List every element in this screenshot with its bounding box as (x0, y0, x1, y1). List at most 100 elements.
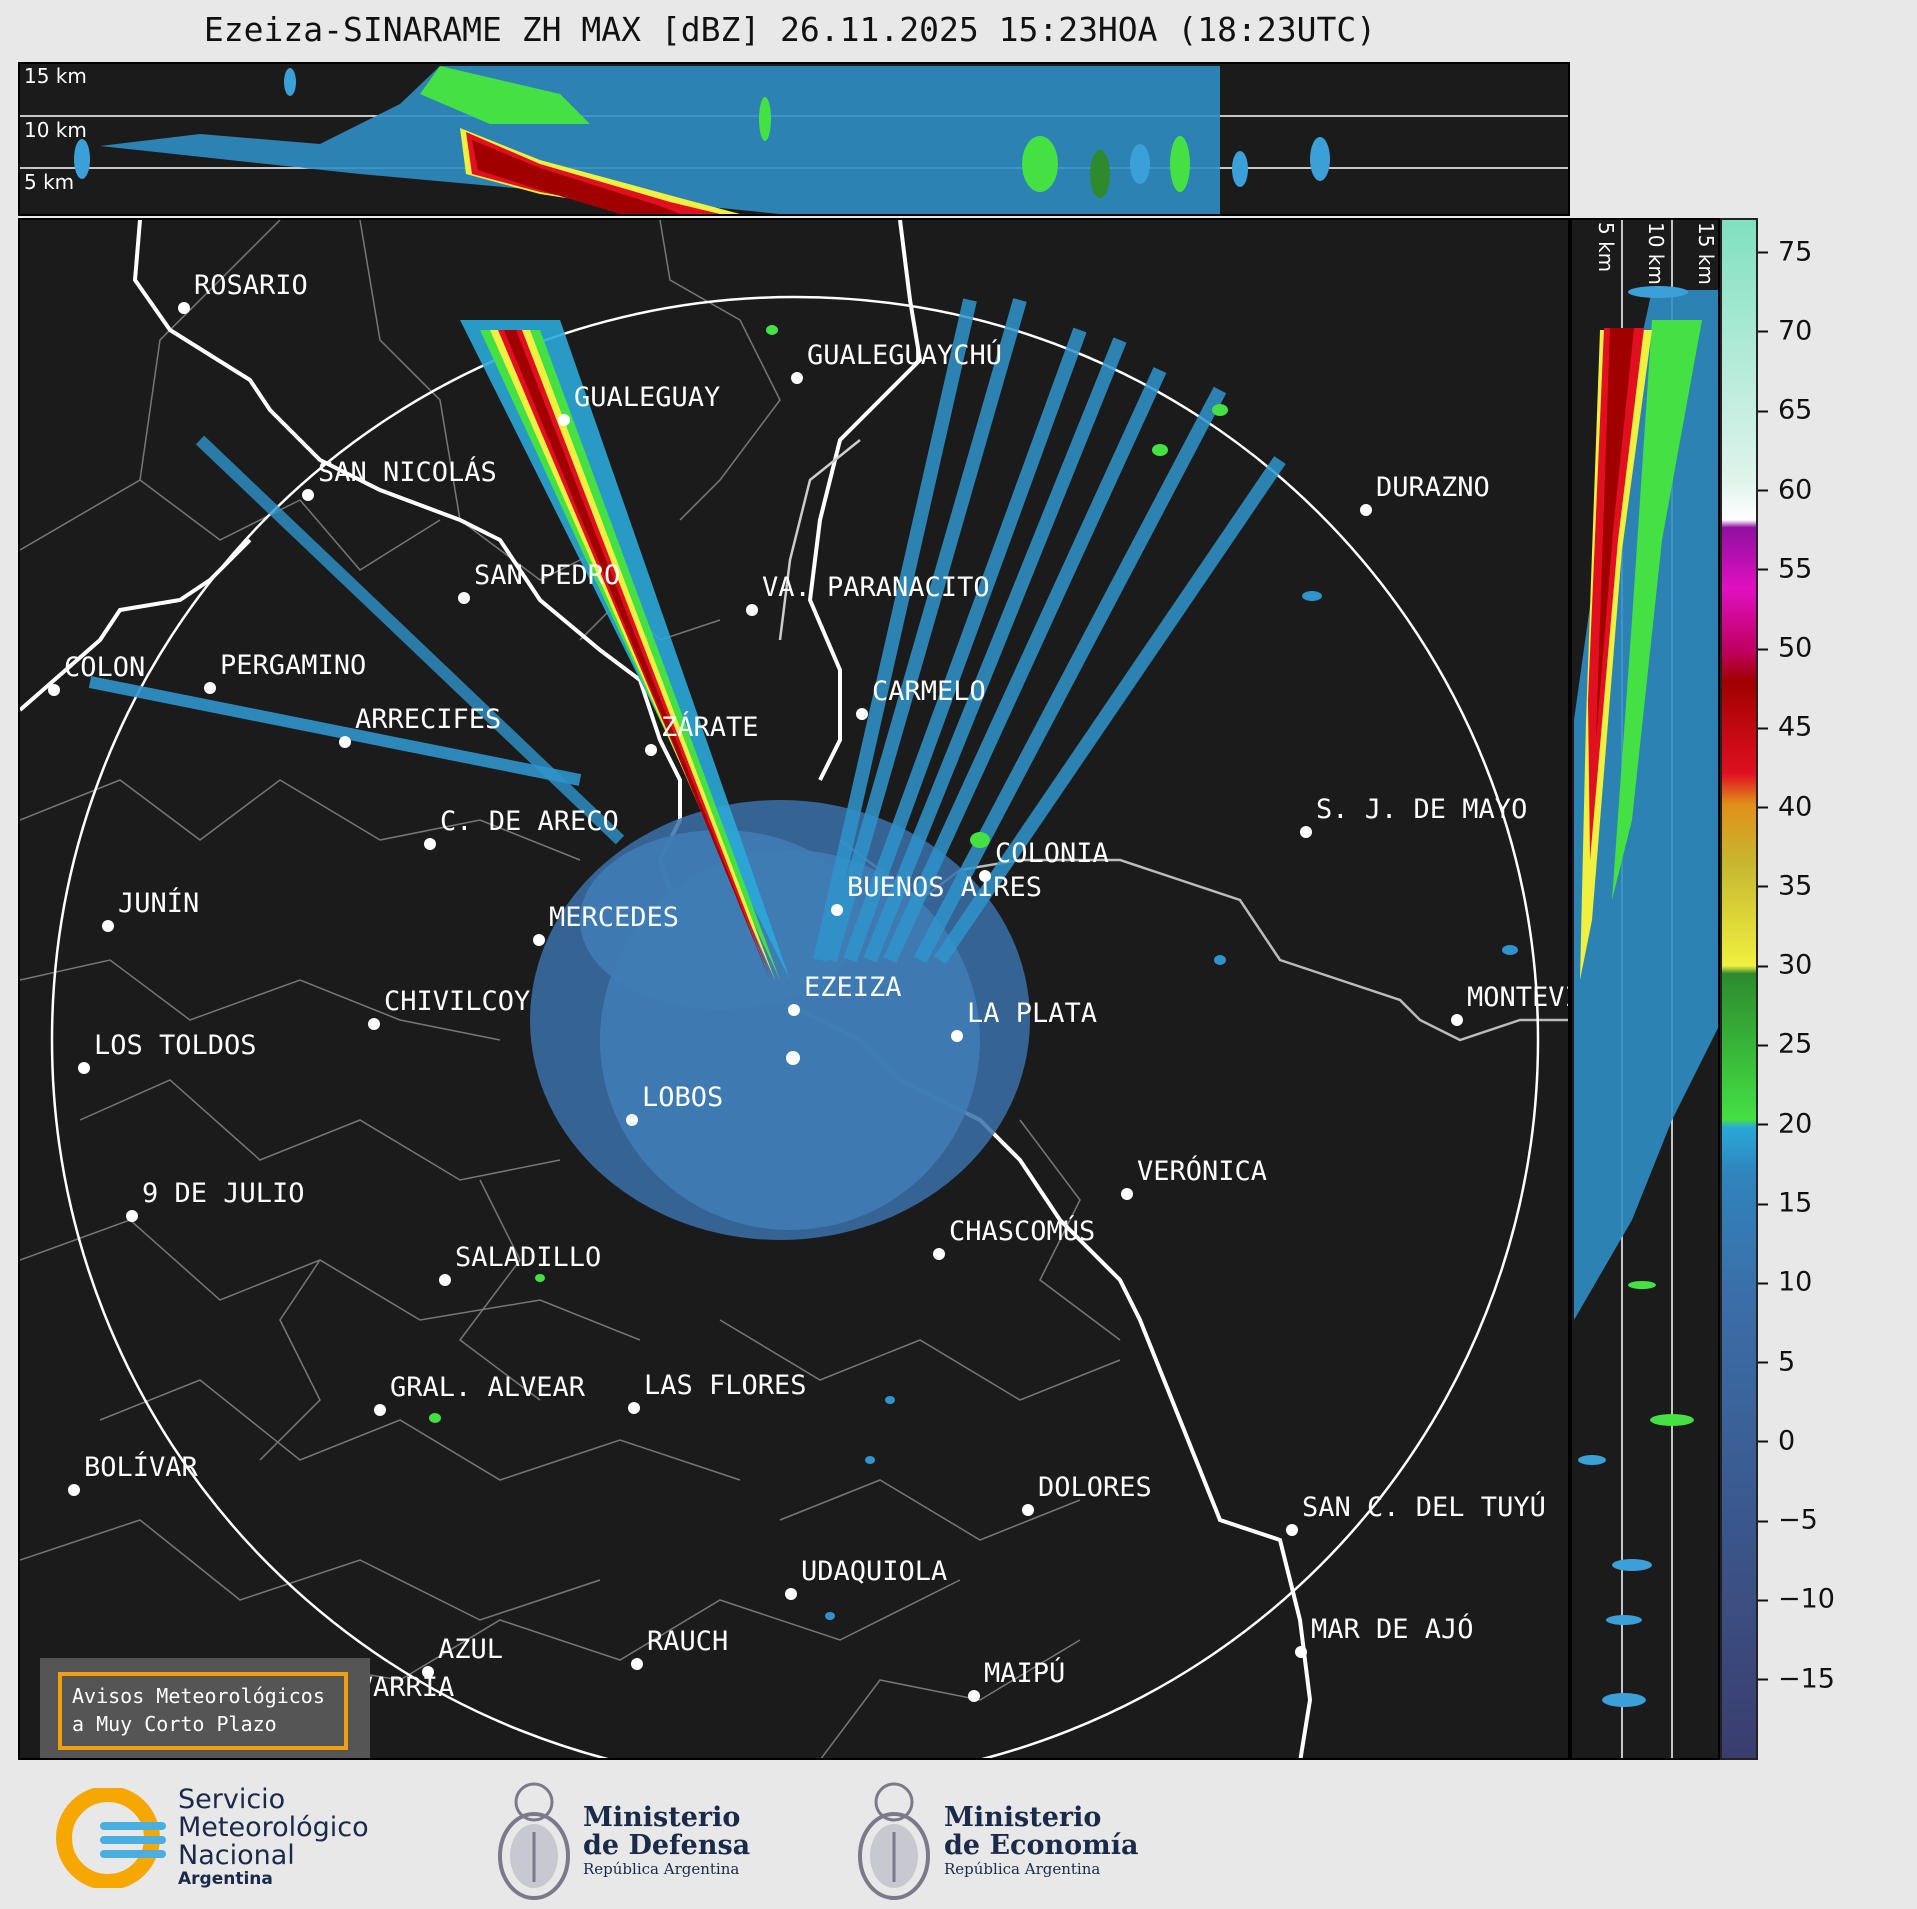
city-label: DURAZNO (1376, 472, 1490, 503)
city-dot (968, 1690, 980, 1702)
colorbar-tick-label: −10 (1758, 1584, 1835, 1615)
city-dot (785, 1588, 797, 1600)
right-echo-core (1580, 328, 1652, 980)
city-dot (374, 1404, 386, 1416)
radar-map-panel: ROSARIO GUALEGUAYCHÚ GUALEGUAY SAN NICOLÁS D… (18, 218, 1570, 1760)
city-dot (458, 592, 470, 604)
city-label: CARMELO (872, 676, 986, 707)
city-dot (1300, 826, 1312, 838)
economia-line1: Ministerio (944, 1802, 1102, 1833)
city-dot (1451, 1014, 1463, 1026)
city-label: GUALEGUAY (574, 382, 721, 413)
city-dot (979, 870, 991, 882)
city-label: JUNÍN (118, 888, 200, 919)
city-label: GUALEGUAYCHÚ (807, 340, 1003, 371)
city-label: MONTEVIDEO (1467, 982, 1568, 1013)
uruguay-river (807, 220, 923, 781)
city-dot (178, 302, 190, 314)
economia-seal (854, 1774, 934, 1904)
city-dot (302, 489, 314, 501)
city-label: COLONIA (995, 838, 1109, 869)
city-dot (68, 1484, 80, 1496)
radar-echo-nw-beam (195, 435, 625, 845)
colorbar-tick-label: 15 (1758, 1188, 1812, 1219)
uruguay-river-branch (778, 439, 861, 641)
chart-title: Ezeiza-SINARAME ZH MAX [dBZ] 26.11.2025 … (203, 10, 1377, 49)
city-dot (791, 372, 803, 384)
colorbar-tick-label: −15 (1758, 1663, 1835, 1694)
defensa-line3: República Argentina (583, 1860, 740, 1878)
city-label: ZÁRATE (661, 712, 759, 743)
city-dot (126, 1210, 138, 1222)
right-echo-green (1612, 320, 1702, 1426)
colorbar-tick-label: 25 (1758, 1029, 1812, 1060)
city-dot (558, 414, 570, 426)
city-label: PERGAMINO (220, 650, 367, 681)
smn-line3: Nacional (178, 1840, 295, 1871)
city-dot (1295, 1646, 1307, 1658)
city-dot (631, 1658, 643, 1670)
top-echo-green (420, 66, 1190, 198)
right-cross-section-panel: 5 km 10 km 15 km (1570, 218, 1720, 1760)
city-dot (422, 1666, 434, 1678)
footer: Servicio Meteorológico Nacional Argentin… (0, 1760, 1917, 1909)
top-cross-section-panel: 15 km 10 km 5 km (18, 62, 1570, 216)
city-label: VERÓNICA (1137, 1156, 1268, 1187)
city-dot (788, 1004, 800, 1016)
top-echo-blue (74, 66, 1330, 214)
colorbar-tick-label: 70 (1758, 315, 1812, 346)
defensa-line1: Ministerio (583, 1802, 741, 1833)
city-dot (439, 1274, 451, 1286)
radar-map-svg (20, 220, 1568, 1758)
smn-logo-text: Servicio Meteorológico Nacional Argentin… (178, 1786, 369, 1889)
radar-echo-scattered-cells (825, 591, 1518, 1620)
city-label: EZEIZA (804, 972, 902, 1003)
city-label: MAR DE AJÓ (1311, 1614, 1474, 1645)
city-label: LA PLATA (967, 998, 1098, 1029)
city-label: AZUL (438, 1634, 504, 1665)
city-label: ARRECIFES (355, 704, 502, 735)
city-label: ROSARIO (194, 270, 308, 301)
colorbar-tick-label: 10 (1758, 1267, 1812, 1298)
city-label: CHIVILCOY (384, 986, 531, 1017)
colorbar-svg (1722, 220, 1756, 1758)
city-dot (856, 708, 868, 720)
city-label: LOBOS (642, 1082, 724, 1113)
city-label: DOLORES (1038, 1472, 1152, 1503)
economia-line2: de Economía (944, 1830, 1139, 1861)
aviso-box: Avisos Meteorológicos a Muy Corto Plazo (58, 1672, 348, 1750)
top-echo-core (460, 128, 740, 214)
aviso-panel: Avisos Meteorológicos a Muy Corto Plazo (40, 1658, 370, 1758)
city-dot (78, 1062, 90, 1074)
colorbar-ticks: 75 70 65 60 55 50 45 40 35 30 25 20 15 10 5 0 −5 −10 −15 (1758, 218, 1908, 1760)
city-label: RAUCH (647, 1626, 729, 1657)
colorbar-tick-label: 20 (1758, 1108, 1812, 1139)
city-label: SAN PEDRO (474, 560, 621, 591)
right-alt-label-15: 15 km (1694, 222, 1718, 285)
city-label: SAN NICOLÁS (318, 457, 497, 488)
aviso-line1: Avisos Meteorológicos (72, 1684, 325, 1708)
smn-logo (56, 1788, 166, 1888)
city-dot (48, 684, 60, 696)
top-cross-section-svg (20, 66, 1568, 214)
city-label: UDAQUIOLA (801, 1556, 948, 1587)
top-alt-label-15: 15 km (24, 64, 87, 88)
colorbar-tick-label: 40 (1758, 791, 1812, 822)
right-alt-label-10: 10 km (1644, 222, 1668, 285)
radar-echo-ne-beams (813, 298, 1286, 964)
city-dot (831, 904, 843, 916)
colorbar-tick-label: 30 (1758, 950, 1812, 981)
city-dot (1121, 1188, 1133, 1200)
city-dot (1286, 1524, 1298, 1536)
city-dot (339, 736, 351, 748)
city-dot (951, 1030, 963, 1042)
defensa-seal-icon (498, 1782, 570, 1900)
economia-line3: República Argentina (944, 1860, 1101, 1878)
right-alt-label-5: 5 km (1594, 222, 1618, 273)
economia-seal-icon (858, 1782, 930, 1900)
city-label: LAS FLORES (644, 1370, 807, 1401)
city-dot (424, 838, 436, 850)
city-label: 9 DE JULIO (142, 1178, 305, 1209)
reflectivity-colorbar (1720, 218, 1758, 1760)
city-label: SALADILLO (455, 1242, 602, 1273)
